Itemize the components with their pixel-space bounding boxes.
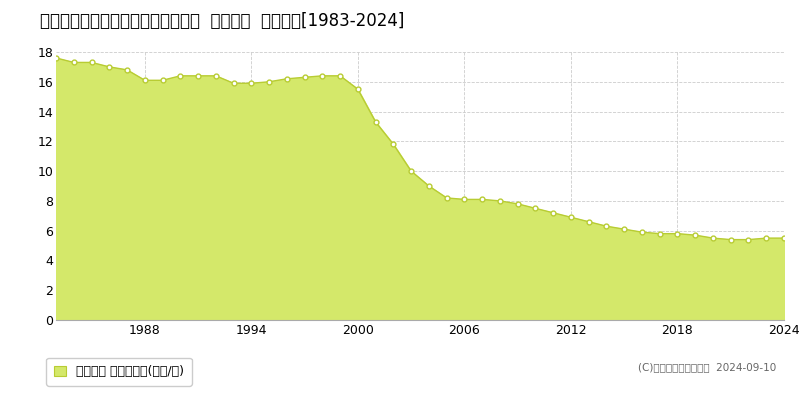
Text: 新潟県長岡市城岡２丁目２３番１外  地価公示  地価推移[1983-2024]: 新潟県長岡市城岡２丁目２３番１外 地価公示 地価推移[1983-2024]	[40, 12, 404, 30]
Legend: 地価公示 平均坪単価(万円/坪): 地価公示 平均坪単価(万円/坪)	[46, 358, 192, 386]
Text: (C)土地価格ドットコム  2024-09-10: (C)土地価格ドットコム 2024-09-10	[638, 362, 776, 372]
